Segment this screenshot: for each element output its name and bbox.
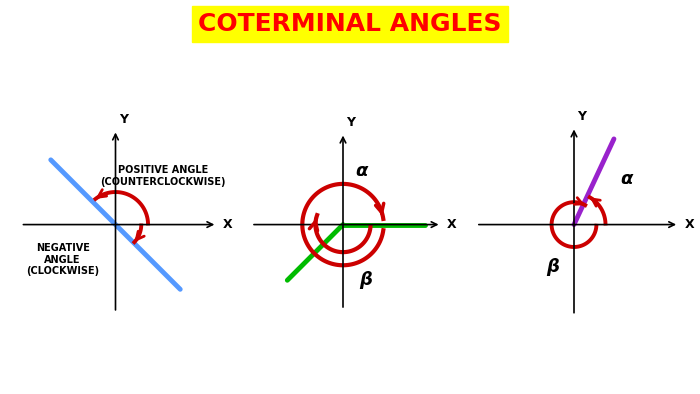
Text: β: β xyxy=(547,258,559,275)
Text: POSITIVE ANGLE
(COUNTERCLOCKWISE): POSITIVE ANGLE (COUNTERCLOCKWISE) xyxy=(100,165,225,186)
Text: Y: Y xyxy=(119,113,128,126)
Text: COTERMINAL ANGLES: COTERMINAL ANGLES xyxy=(198,12,502,36)
Text: α: α xyxy=(355,162,368,180)
Text: X: X xyxy=(223,218,232,231)
Text: Y: Y xyxy=(346,116,356,129)
Text: α: α xyxy=(620,170,633,188)
Text: X: X xyxy=(447,218,456,231)
Text: NEGATIVE
ANGLE
(CLOCKWISE): NEGATIVE ANGLE (CLOCKWISE) xyxy=(26,243,99,277)
Text: β: β xyxy=(360,271,372,289)
Text: Y: Y xyxy=(578,110,587,123)
Text: X: X xyxy=(685,218,694,231)
